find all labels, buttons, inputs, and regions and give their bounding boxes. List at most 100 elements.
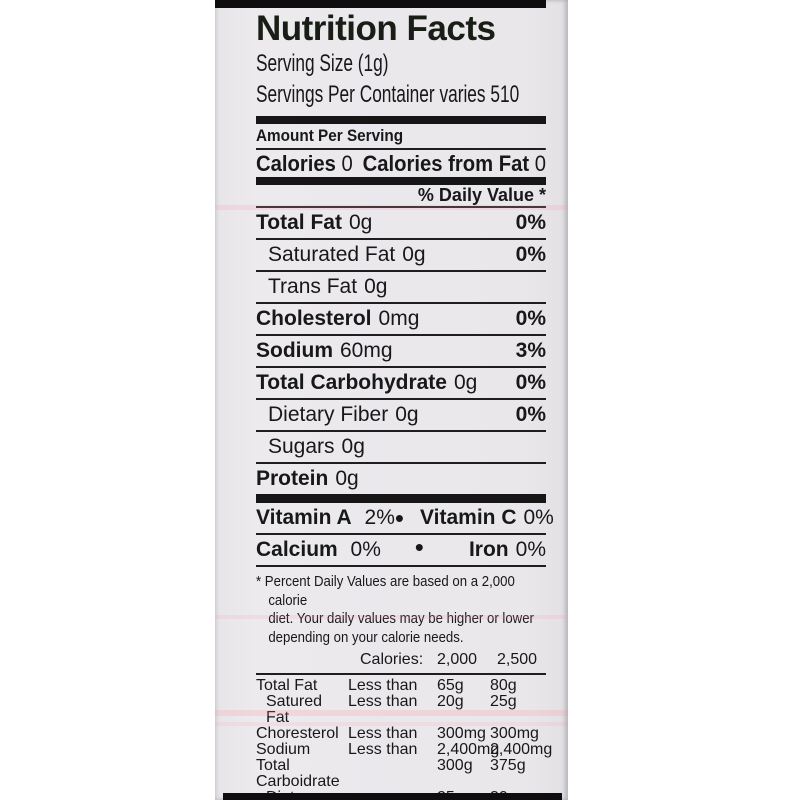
nutrient-daily-value: 0% [515, 403, 546, 426]
vitamin-c-value: 0% [523, 506, 554, 529]
nutrition-label: Nutrition Facts Serving Size (1g) Servin… [215, 0, 568, 800]
calcium-label: Calcium [256, 538, 338, 561]
footnote-line: * Percent Daily Values are based on a 2,… [256, 573, 515, 609]
calories-cell: Calories 0 [256, 150, 353, 177]
dv-row-2500-value: 80g [490, 677, 517, 694]
daily-values-table-row: Sodium Less than 2,400mg 2,400mg [256, 741, 552, 758]
dv-row-name: Sodium [256, 741, 311, 758]
nutrient-name: Total Fat [256, 211, 342, 234]
nutrient-name: Sodium [256, 339, 333, 362]
nutrient-name: Saturated Fat [268, 243, 396, 266]
bullet-icon: • [394, 503, 405, 533]
iron-label: Iron [468, 538, 509, 561]
dv-row-2000-value: 300mg [437, 725, 486, 742]
vitamin-a-cell: Vitamin A 2% [256, 503, 395, 533]
dv-row-name: Satured Fat [266, 693, 323, 726]
dv-row-2500-value: 2,400mg [490, 741, 553, 758]
servings-per-container-text: Servings Per Container varies 510 [256, 81, 520, 108]
label-title: Nutrition Facts [256, 9, 496, 48]
dv-row-qualifier: Less than [348, 693, 418, 710]
daily-values-table-row: Total Carboidrate 300g 375g [256, 758, 546, 790]
calcium-value: 0% [350, 538, 381, 561]
dv-row-2500-value: 25g [490, 693, 517, 710]
dv-row-qualifier: Less than [348, 677, 418, 694]
calories-from-fat-label: Calories from Fat [362, 151, 530, 176]
column-2000-label: 2,000 [437, 651, 478, 668]
dv-row-2000-value: 2,400mg [437, 741, 500, 758]
dv-row-2000-value: 300g [437, 757, 473, 774]
nutrient-name: Trans Fat [268, 275, 358, 298]
nutrient-daily-value: 0% [515, 307, 546, 330]
amount-per-serving-heading: Amount Per Serving [256, 124, 546, 150]
serving-size-text: Serving Size (1g) [256, 50, 389, 77]
footnote-line: depending on your calorie needs. [268, 628, 464, 646]
thick-divider-top [256, 116, 546, 124]
dv-row-qualifier [348, 758, 437, 790]
thick-divider-protein [256, 494, 546, 503]
nutrient-name: Sugars [268, 435, 335, 458]
nutrient-name: Total Carbohydrate [256, 371, 447, 394]
daily-values-table-row: Choresterol Less than 300mg 300mg [256, 726, 546, 742]
nutrient-amount: 0g [364, 275, 388, 298]
dv-row-2000-value: 65g [437, 677, 464, 694]
calories-column-label: Calories: [360, 651, 424, 668]
nutrient-daily-value: 0% [515, 371, 546, 394]
calories-from-fat-cell: Calories from Fat 0 [363, 150, 546, 177]
nutrient-name: Cholesterol [256, 307, 372, 330]
footnote-line: diet. Your daily values may be higher or… [268, 610, 534, 627]
scan-edge-bottom-bar [223, 793, 562, 800]
daily-values-table-body: Total Fat Less than 65g 80g Satured Fat Less … [256, 673, 552, 800]
nutrient-amount: 0g [335, 467, 359, 490]
calcium-cell: Calcium 0% • [256, 532, 424, 565]
daily-values-table-row: Satured Fat Less than 20g 25g [256, 694, 546, 726]
calories-value: 0 [341, 151, 353, 176]
nutrient-amount: 0mg [378, 307, 420, 330]
iron-value: 0% [515, 538, 546, 561]
nutrient-name: Dietary Fiber [268, 403, 389, 426]
dv-row-name: Total Fat [256, 677, 318, 694]
thick-divider-calories [256, 177, 546, 185]
nutrient-row: Sugars 0g [256, 432, 546, 464]
dv-row-2500-value: 375g [490, 757, 526, 774]
nutrient-row: Cholesterol 0mg 0% [256, 304, 546, 336]
dv-row-qualifier: Less than [348, 725, 418, 742]
daily-values-table-header: Calories: 2,000 2,500 [256, 649, 546, 670]
vitamin-c-label: Vitamin C [420, 506, 517, 529]
dv-row-2500-value: 300mg [490, 725, 539, 742]
nutrient-row: Trans Fat 0g [256, 272, 546, 304]
nutrient-rows: Total Fat 0g 0% Saturated Fat 0g 0% Trans Fat 0… [256, 208, 546, 494]
vitamin-a-value: 2% [364, 506, 395, 529]
calories-row: Calories 0 Calories from Fat 0 [256, 150, 546, 177]
minerals-row: Calcium 0% • Iron 0% [256, 532, 546, 567]
nutrient-row: Total Fat 0g 0% [256, 208, 546, 240]
daily-value-heading: % Daily Value * [256, 185, 546, 208]
scan-edge-top-bar [215, 0, 546, 8]
vitamin-a-label: Vitamin A [256, 506, 352, 529]
nutrient-amount: 0g [348, 211, 373, 234]
nutrient-amount: 0g [395, 403, 419, 426]
nutrient-amount: 0g [453, 371, 478, 394]
iron-cell: Iron 0% [469, 535, 546, 565]
dv-row-qualifier: Less than [348, 741, 418, 758]
nutrient-amount: 0g [341, 435, 365, 458]
nutrient-daily-value: 0% [515, 211, 546, 234]
nutrient-name: Protein [256, 467, 329, 490]
vitamin-row: Vitamin A 2% • Vitamin C 0% [256, 503, 554, 535]
dv-row-2000-value: 20g [437, 693, 464, 710]
calories-label: Calories [256, 151, 336, 176]
nutrient-row: Sodium 60mg 3% [256, 336, 546, 368]
column-2500-label: 2,500 [497, 651, 538, 668]
calories-from-fat-value: 0 [534, 151, 547, 176]
nutrient-amount: 60mg [340, 339, 393, 362]
dv-row-name: Total Carboidrate [256, 757, 340, 790]
header-spacer [256, 649, 348, 670]
nutrient-amount: 0g [402, 243, 426, 266]
nutrient-row: Total Carbohydrate 0g 0% [256, 368, 546, 400]
dv-row-name: Choresterol [256, 725, 339, 742]
nutrient-row: Dietary Fiber 0g 0% [256, 400, 546, 432]
daily-values-table: Calories: 2,000 2,500 Total Fat Less than… [256, 649, 552, 800]
bullet-icon: • [414, 532, 424, 562]
label-content: Nutrition Facts Serving Size (1g) Servin… [215, 0, 568, 800]
daily-value-footnote: * Percent Daily Values are based on a 2,… [256, 573, 546, 647]
